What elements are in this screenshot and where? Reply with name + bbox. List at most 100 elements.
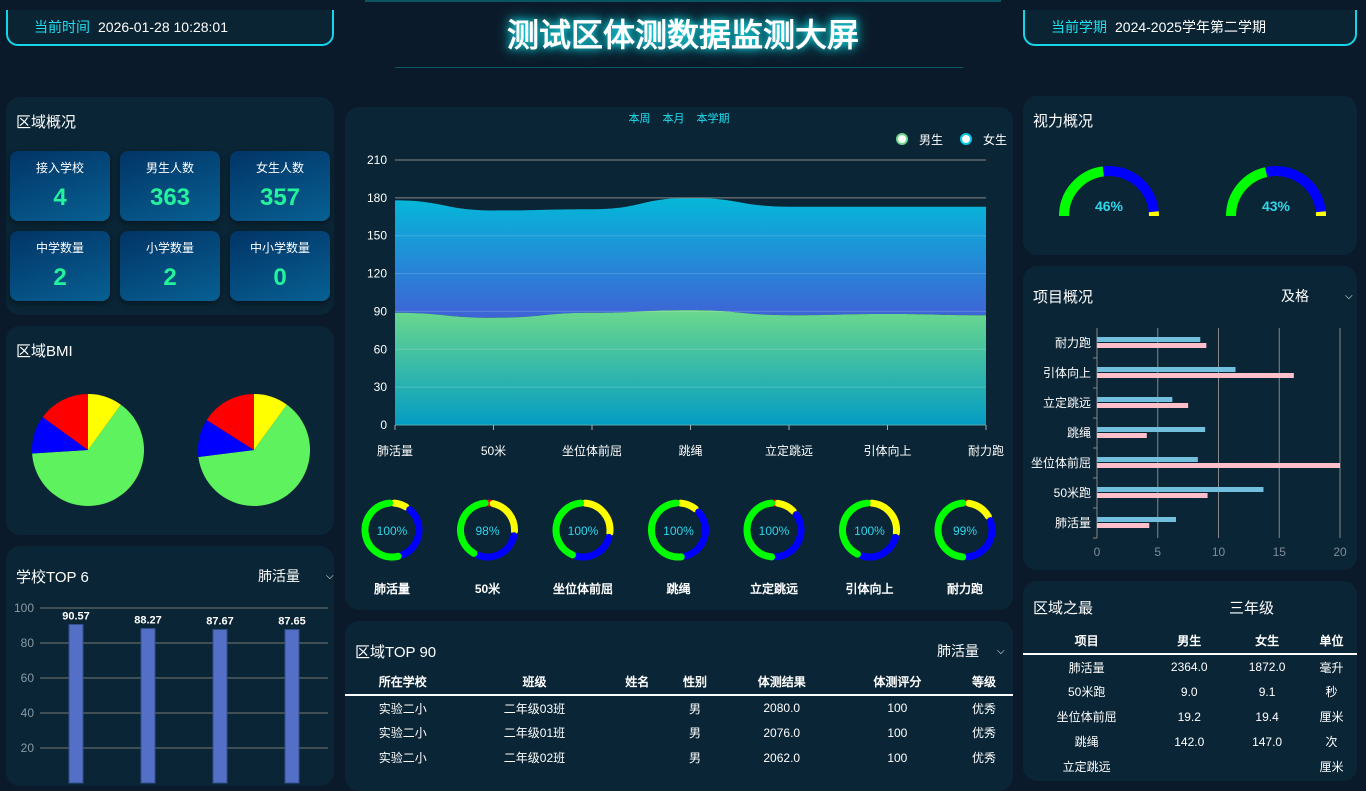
stat-value: 357 [230, 184, 330, 212]
stat-label: 中小学数量 [230, 239, 330, 256]
overview-title: 区域概况 [16, 111, 76, 132]
table-cell: 100 [840, 720, 956, 745]
stat-value: 2 [120, 264, 220, 292]
stat-label: 中学数量 [10, 239, 110, 256]
table-cell [608, 745, 666, 770]
stat-value: 2 [10, 264, 110, 292]
table-cell: 男 [666, 720, 724, 745]
donut-percent: 100% [377, 524, 408, 538]
donut-label: 引体向上 [845, 581, 893, 596]
table-cell: 优秀 [955, 745, 1013, 770]
bar-value-label: 88.27 [134, 615, 162, 627]
y-tick-label: 0 [380, 418, 387, 432]
table-cell: 二年级01班 [461, 720, 609, 745]
page-title: 测试区体测数据监测大屏 [365, 0, 1001, 68]
column-header: 姓名 [608, 669, 666, 695]
y-tick-label: 20 [21, 741, 35, 755]
table-cell: 1872.0 [1228, 654, 1306, 679]
table-cell: 9.1 [1228, 679, 1306, 704]
donut-label: 跳绳 [666, 581, 690, 596]
bar [141, 629, 155, 783]
donut-percent: 100% [759, 524, 790, 538]
table-cell [608, 720, 666, 745]
donut-percent: 100% [568, 524, 599, 538]
best-grade: 三年级 [1229, 597, 1274, 618]
table-cell: 19.2 [1150, 704, 1228, 729]
x-tick-label: 肺活量 [377, 444, 413, 458]
stat-card: 中学数量 2 [10, 231, 110, 301]
table-cell: 跳绳 [1023, 729, 1150, 754]
region-top-select[interactable]: 肺活量⌵ [937, 641, 1005, 661]
vision-panel: 视力概况 46%43% [1023, 96, 1357, 255]
table-cell: 2076.0 [724, 720, 840, 745]
bar [1097, 343, 1206, 348]
x-tick-label: 15 [1273, 545, 1287, 559]
bar [1097, 517, 1176, 522]
bar [285, 630, 299, 783]
donut-percent: 100% [663, 524, 694, 538]
column-header: 男生 [1150, 628, 1228, 654]
table-cell [1228, 754, 1306, 779]
donut-segment [681, 503, 695, 509]
best-title: 区域之最 [1033, 597, 1093, 618]
table-cell: 实验二小 [345, 720, 461, 745]
y-tick-label: 跳绳 [1067, 426, 1091, 440]
bar [1097, 403, 1188, 408]
stat-label: 小学数量 [120, 239, 220, 256]
bar [1097, 373, 1294, 378]
donut-percent: 100% [854, 524, 885, 538]
column-header: 班级 [461, 669, 609, 695]
series-area-female [395, 198, 986, 318]
vision-gauges: 46%43% [1023, 96, 1357, 255]
y-tick-label: 坐位体前屈 [1031, 455, 1091, 470]
x-tick-label: 5 [1154, 545, 1161, 559]
time-value: 2026-01-28 10:28:01 [98, 19, 228, 35]
stat-card: 小学数量 2 [120, 231, 220, 301]
bar [1097, 433, 1147, 438]
bar-value-label: 87.67 [206, 616, 234, 628]
legend-label: 女生 [983, 132, 1007, 147]
y-tick-label: 100 [14, 601, 34, 615]
column-header: 体测评分 [840, 669, 956, 695]
y-tick-label: 30 [374, 380, 388, 394]
bar [213, 630, 227, 783]
table-cell: 2364.0 [1150, 654, 1228, 679]
series-area-male [395, 310, 986, 425]
table-cell: 147.0 [1228, 729, 1306, 754]
table-cell: 实验二小 [345, 695, 461, 720]
bar [1097, 397, 1172, 402]
table-cell: 实验二小 [345, 745, 461, 770]
table-cell: 100 [840, 745, 956, 770]
gauge-segment [1231, 172, 1266, 216]
region-top-panel: 区域TOP 90 肺活量⌵ 所在学校班级姓名性别体测结果体测评分等级实验二小二年… [345, 621, 1013, 791]
donut-label: 坐位体前屈 [553, 581, 613, 596]
table-row[interactable]: 立定跳远厘米 [1023, 754, 1357, 779]
table-cell: 坐位体前屈 [1023, 704, 1150, 729]
term-value: 2024-2025学年第二学期 [1115, 17, 1266, 37]
bar-value-label: 90.57 [62, 611, 90, 623]
stat-value: 363 [120, 184, 220, 212]
bmi-panel: 区域BMI [6, 326, 334, 535]
donut-segment [969, 503, 988, 516]
region-top-select-value: 肺活量 [937, 641, 979, 661]
stat-label: 女生人数 [230, 159, 330, 176]
x-tick-label: 耐力跑 [968, 444, 1004, 458]
gauge-percent: 43% [1262, 198, 1291, 214]
bar [1097, 493, 1208, 498]
y-tick-label: 引体向上 [1043, 365, 1091, 380]
